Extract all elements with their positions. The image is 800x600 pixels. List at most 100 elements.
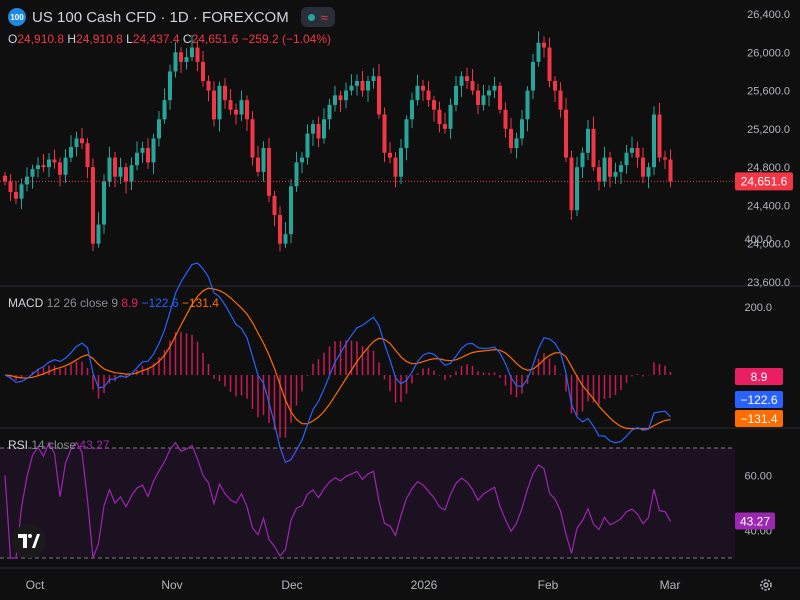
price-tick-label: 24,400.0 <box>747 200 790 212</box>
candle-body <box>250 119 255 158</box>
candle-body <box>74 138 79 148</box>
candle-body <box>239 100 244 115</box>
candle-body <box>135 152 139 166</box>
candle-body <box>487 90 491 96</box>
candle-body <box>157 119 161 139</box>
price-tick-label: 25,200.0 <box>747 124 790 136</box>
candle-body <box>234 109 238 115</box>
candle-body <box>63 157 68 175</box>
time-axis-label: Mar <box>660 578 681 592</box>
macd-tick-label: 200.0 <box>744 302 772 314</box>
candle-body <box>630 148 634 153</box>
candle-body <box>360 81 365 91</box>
close-key: C <box>182 32 192 46</box>
candle-body <box>564 109 568 158</box>
tradingview-logo-icon <box>18 534 40 548</box>
candle-body <box>547 47 552 81</box>
candle-body <box>47 159 51 168</box>
macd-line-value: −122.6 <box>141 296 179 310</box>
wave-icon: ≈ <box>320 9 328 25</box>
candle-body <box>624 152 629 166</box>
symbol-header[interactable]: 100 US 100 Cash CFD · 1D · FOREXCOM ≈ <box>8 7 335 27</box>
candle-body <box>212 90 216 120</box>
rsi-legend[interactable]: RSI 14 close 43.27 <box>8 438 109 452</box>
price-tick-label: 25,600.0 <box>747 86 790 98</box>
candle-body <box>151 138 156 163</box>
time-axis-label: 2026 <box>411 578 438 592</box>
candle-body <box>553 81 557 91</box>
rsi-params: 14 close <box>31 438 77 452</box>
candle-body <box>228 100 233 110</box>
candle-body <box>190 47 194 58</box>
candle-body <box>503 109 508 129</box>
rsi-title: RSI <box>8 438 29 452</box>
rsi-value-label: 43.27 <box>740 515 770 529</box>
candle-body <box>300 157 304 163</box>
symbol-title[interactable]: US 100 Cash CFD · 1D · FOREXCOM <box>32 8 289 26</box>
macd-hist-value: 8.9 <box>121 296 139 310</box>
candle-body <box>118 167 123 177</box>
candle-body <box>525 90 530 120</box>
price-tick-label: 26,400.0 <box>747 9 790 21</box>
candle-body <box>498 85 502 110</box>
candle-body <box>322 119 326 139</box>
candle-body <box>542 42 546 48</box>
market-status-pill[interactable]: ≈ <box>300 7 335 27</box>
candle-body <box>366 81 370 91</box>
candle-body <box>371 76 376 81</box>
candle-body <box>91 167 95 244</box>
candle-body <box>168 71 172 101</box>
market-open-icon <box>307 13 315 21</box>
time-axis-label: Dec <box>281 578 302 592</box>
candle-body <box>69 147 73 158</box>
macd-signal-badge <box>735 410 783 427</box>
candle-body <box>536 42 541 62</box>
candle-body <box>338 95 343 101</box>
candle-body <box>129 165 134 182</box>
macd-params: 12 26 close 9 <box>46 296 119 310</box>
candle-body <box>492 85 497 91</box>
candle-body <box>575 167 579 211</box>
candle-body <box>580 152 585 168</box>
rsi-band-fill <box>0 448 735 558</box>
candle-body <box>140 148 145 153</box>
price-tick-label: 23,600.0 <box>747 277 790 289</box>
rsi-value-badge <box>735 512 775 530</box>
rsi-line <box>4 441 672 559</box>
candle-body <box>267 148 271 196</box>
candle-body <box>531 61 535 91</box>
candle-body <box>8 181 13 193</box>
candle-body <box>14 192 18 199</box>
macd-legend[interactable]: MACD 12 26 close 9 8.9 −122.6 −131.4 <box>8 296 219 310</box>
candle-body <box>217 85 222 120</box>
settings-gear-icon[interactable] <box>758 577 774 593</box>
candle-body <box>283 234 288 244</box>
tradingview-logo[interactable] <box>12 524 46 558</box>
candle-body <box>641 157 645 177</box>
price-tick-label: 24,000.0 <box>747 239 790 251</box>
candle-body <box>25 176 29 185</box>
macd-title: MACD <box>8 296 44 310</box>
candle-body <box>586 128 590 153</box>
time-axis-label: Oct <box>26 578 45 592</box>
time-axis-label: Feb <box>538 578 559 592</box>
candle-body <box>421 85 425 91</box>
macd-line-badge <box>735 391 783 408</box>
candle-body <box>256 157 260 172</box>
open-key: O <box>8 32 18 46</box>
candle-body <box>80 138 84 144</box>
candle-body <box>179 52 183 62</box>
low-value: 24,437.4 <box>132 32 180 46</box>
candle-body <box>146 148 150 163</box>
candle-body <box>454 85 458 105</box>
candle-body <box>327 104 332 120</box>
candle-body <box>476 90 480 105</box>
candle-body <box>597 167 601 182</box>
macd-hist-badge <box>735 368 783 385</box>
last-price-label: 24,651.6 <box>741 174 788 188</box>
candle-body <box>388 152 392 158</box>
candle-body <box>261 148 266 172</box>
candle-body <box>646 167 651 177</box>
macd-tick-label: 400.0 <box>744 234 772 246</box>
